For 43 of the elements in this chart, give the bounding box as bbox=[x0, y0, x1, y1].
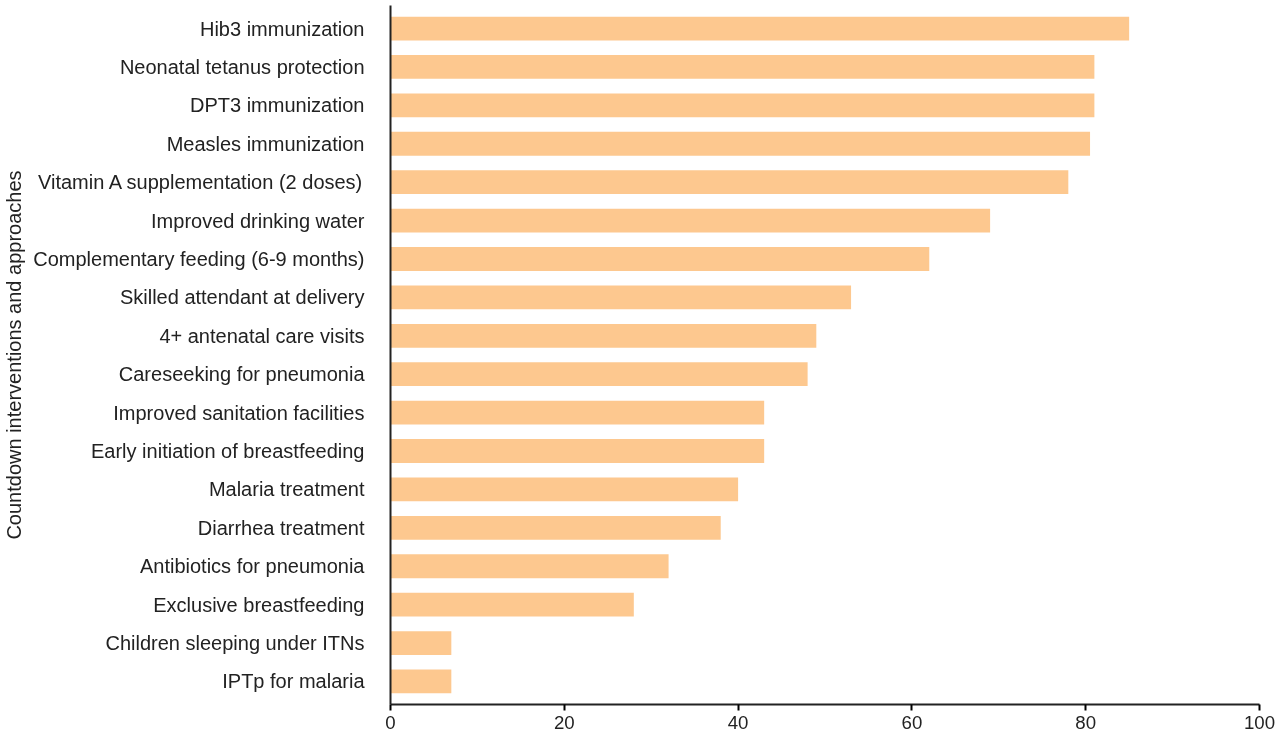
bar bbox=[390, 439, 765, 463]
bar bbox=[390, 554, 669, 579]
y-tick-label: Exclusive breastfeeding bbox=[153, 593, 365, 616]
y-axis-title: Countdown interventions and approaches bbox=[3, 170, 26, 540]
x-tick-label: 20 bbox=[553, 711, 575, 733]
y-tick-label: Malaria treatment bbox=[208, 478, 365, 501]
x-tick-label: 40 bbox=[727, 711, 749, 733]
y-tick-label: Improved drinking water bbox=[151, 209, 365, 232]
y-tick-label: IPTp for malaria bbox=[222, 670, 366, 693]
y-tick-label: Improved sanitation facilities bbox=[113, 401, 365, 424]
y-tick-label: DPT3 immunization bbox=[190, 94, 365, 117]
bar bbox=[390, 400, 765, 425]
y-tick-label: Skilled attendant at delivery bbox=[119, 286, 365, 309]
bar bbox=[390, 131, 1091, 156]
bar bbox=[390, 669, 452, 694]
bar bbox=[390, 170, 1069, 195]
y-tick-label: Complementary feeding (6-9 months) bbox=[33, 247, 365, 270]
bar bbox=[390, 285, 852, 310]
y-tick-label: Diarrhea treatment bbox=[197, 516, 365, 539]
y-tick-label: Children sleeping under ITNs bbox=[105, 632, 365, 655]
bar bbox=[390, 515, 721, 540]
bar bbox=[390, 208, 991, 233]
y-tick-label: Antibiotics for pneumonia bbox=[139, 555, 366, 578]
x-tick-label: 0 bbox=[385, 711, 396, 733]
bar bbox=[390, 247, 930, 271]
y-tick-label: Careseeking for pneumonia bbox=[118, 363, 366, 386]
y-tick-label: Neonatal tetanus protection bbox=[119, 55, 365, 78]
bar bbox=[390, 16, 1130, 41]
bar bbox=[390, 592, 634, 617]
y-tick-label: Vitamin A supplementation (2 doses) bbox=[38, 171, 363, 194]
bar bbox=[390, 362, 808, 387]
y-tick-label: Early initiation of breastfeeding bbox=[91, 440, 365, 463]
x-tick-label: 100 bbox=[1243, 711, 1276, 733]
bar bbox=[390, 631, 452, 655]
bar bbox=[390, 323, 817, 348]
bar bbox=[390, 477, 739, 502]
y-tick-label: 4+ antenatal care visits bbox=[159, 324, 365, 347]
bar bbox=[390, 55, 1095, 79]
x-tick-label: 60 bbox=[901, 711, 923, 733]
y-tick-label: Hib3 immunization bbox=[199, 17, 365, 40]
bar bbox=[390, 93, 1095, 118]
y-tick-label: Measles immunization bbox=[166, 132, 365, 155]
x-tick-label: 80 bbox=[1075, 711, 1097, 733]
